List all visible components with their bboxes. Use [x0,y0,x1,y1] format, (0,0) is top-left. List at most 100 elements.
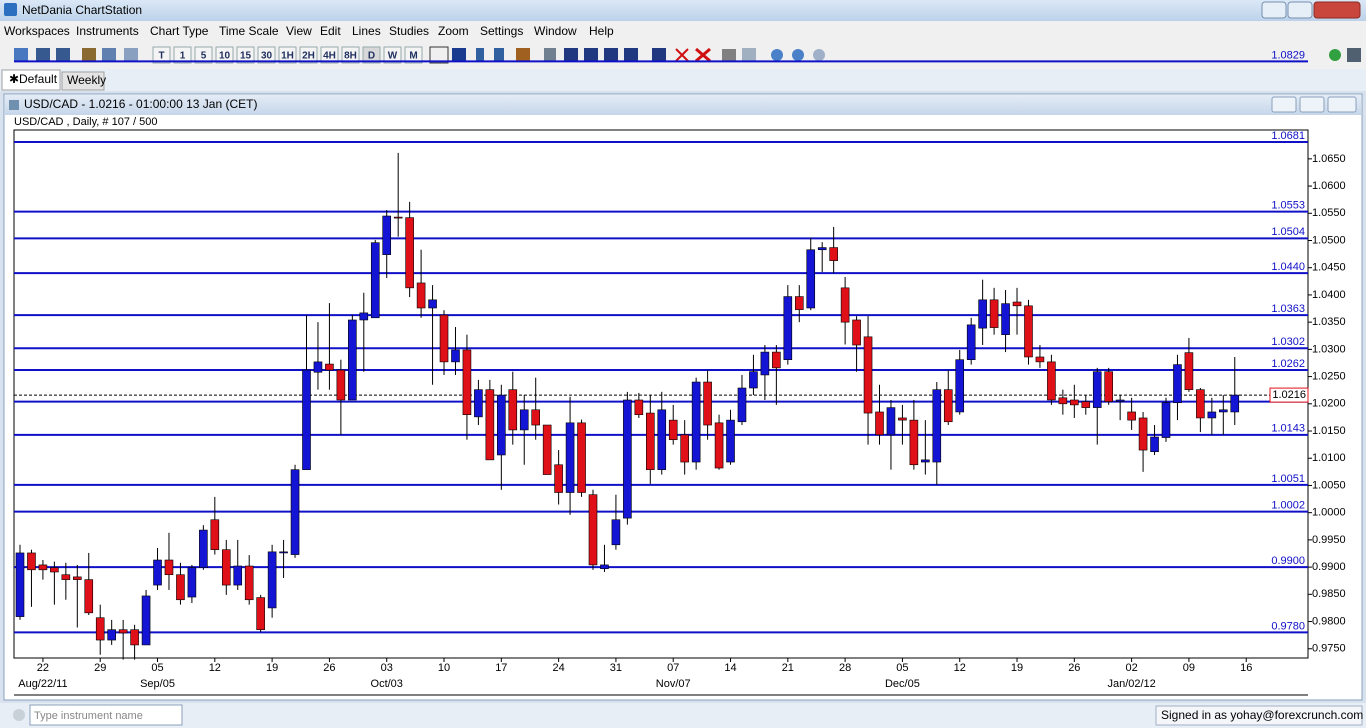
tool-button[interactable] [476,48,484,62]
grid-button[interactable] [452,48,466,62]
search-input[interactable] [29,704,183,726]
month-label: Sep/05 [140,678,175,690]
menu-item[interactable]: Time Scale [219,24,279,38]
menu-item[interactable]: Chart Type [150,24,209,38]
timeframe-button[interactable] [299,46,318,64]
tab[interactable] [1,69,61,91]
menu-item[interactable]: Zoom [438,24,469,38]
app-title: NetDania ChartStation [22,3,142,17]
alert-button[interactable] [544,48,556,62]
line-tool[interactable] [624,48,638,62]
timeframe-button[interactable] [341,46,360,64]
timeframe-label[interactable]: 30 [261,51,273,62]
close-button[interactable] [1313,1,1361,19]
timeframe-button[interactable] [152,46,171,64]
y-tick-label: 1.0600 [1312,180,1346,192]
menu-item[interactable]: Edit [320,24,341,38]
x-tick-label: 24 [552,662,564,674]
candle-body [623,399,632,519]
tab-label[interactable]: Weekly [67,73,106,87]
line-tool[interactable] [564,48,578,62]
tool-button[interactable] [494,48,504,62]
volume-button[interactable] [516,48,530,62]
timeframe-button[interactable] [257,46,276,64]
y-tick-label: 0.9750 [1312,643,1346,655]
tab[interactable] [61,71,105,91]
timeframe-label[interactable]: 5 [201,51,207,62]
y-tick-label: 1.0300 [1312,343,1346,355]
last-price-box [1269,387,1309,403]
toolbar-icons [14,46,1361,64]
close-button[interactable] [1327,96,1357,113]
maximize-button[interactable] [1287,1,1313,19]
timeframe-label[interactable]: 1 [180,51,186,62]
candle-body [817,247,827,251]
candle-body [531,409,541,426]
x-tick-label: 19 [1011,662,1023,674]
candle-body [600,564,609,570]
menu-item[interactable]: Lines [352,24,381,38]
timeframe-label[interactable]: 10 [219,51,231,62]
candle-body [829,247,838,261]
zoom-in-button[interactable] [771,49,783,61]
timeframe-button[interactable] [236,46,255,64]
print-button[interactable] [722,49,736,61]
x-tick-label: 16 [1240,662,1252,674]
timeframe-label[interactable]: 15 [240,51,252,62]
timeframe-button[interactable] [278,46,297,64]
timeframe-label[interactable]: D [368,51,375,62]
timeframe-button[interactable] [404,46,423,64]
save-button[interactable] [56,48,70,62]
timeframe-button[interactable] [194,46,213,64]
menu-item[interactable]: Window [534,24,577,38]
zoom-out-button[interactable] [792,49,804,61]
minimize-button[interactable] [1261,1,1287,19]
timeframe-button[interactable] [320,46,339,64]
timeframe-button[interactable] [215,46,234,64]
bar-button[interactable] [102,48,116,62]
timeframe-label[interactable]: M [409,51,417,62]
restore-button[interactable] [1299,96,1325,113]
candle-body [462,349,472,415]
timeframe-label[interactable]: 2H [302,51,315,62]
zoom-reset-button[interactable] [813,49,825,61]
x-tick-label: 28 [839,662,851,674]
preview-button[interactable] [742,48,756,62]
menu-item[interactable]: Help [589,24,614,38]
line-tool[interactable] [584,48,598,62]
chart-window-title: USD/CAD - 1.0216 - 01:00:00 13 Jan (CET) [24,97,257,111]
menu-item[interactable]: Instruments [76,24,139,38]
candle-body [348,319,357,401]
candle-body [966,324,976,361]
y-tick-label: 1.0250 [1312,370,1346,382]
new-button[interactable] [14,48,28,62]
timeframe-label[interactable]: W [388,51,398,62]
tab-label[interactable]: Default [19,72,58,86]
delete-button[interactable] [675,48,689,62]
candle-button[interactable] [82,48,96,62]
minimize-button[interactable] [1271,96,1297,113]
timeframe-button[interactable] [362,46,381,64]
timeframe-label[interactable]: 4H [323,51,336,62]
timeframe-button[interactable] [383,46,402,64]
menu-item[interactable]: Workspaces [4,24,70,38]
menu-item[interactable]: View [286,24,312,38]
candle-body [497,394,506,456]
candle-body [233,565,243,586]
line-tool[interactable] [652,48,666,62]
candle-body [955,359,965,413]
menu-item[interactable]: Settings [480,24,523,38]
timeframe-button[interactable] [173,46,192,64]
timeframe-label[interactable]: T [158,51,164,62]
candle-body [176,574,185,601]
open-button[interactable] [36,48,50,62]
line-tool[interactable] [604,48,618,62]
menu-item[interactable]: Studies [389,24,429,38]
pin-button[interactable] [1347,48,1361,62]
line-button[interactable] [124,48,138,62]
timeframe-label[interactable]: 1H [281,51,294,62]
candle-body [886,407,896,436]
crosshair-button[interactable] [429,46,449,64]
timeframe-label[interactable]: 8H [344,51,357,62]
delete-all-button[interactable] [695,47,711,63]
